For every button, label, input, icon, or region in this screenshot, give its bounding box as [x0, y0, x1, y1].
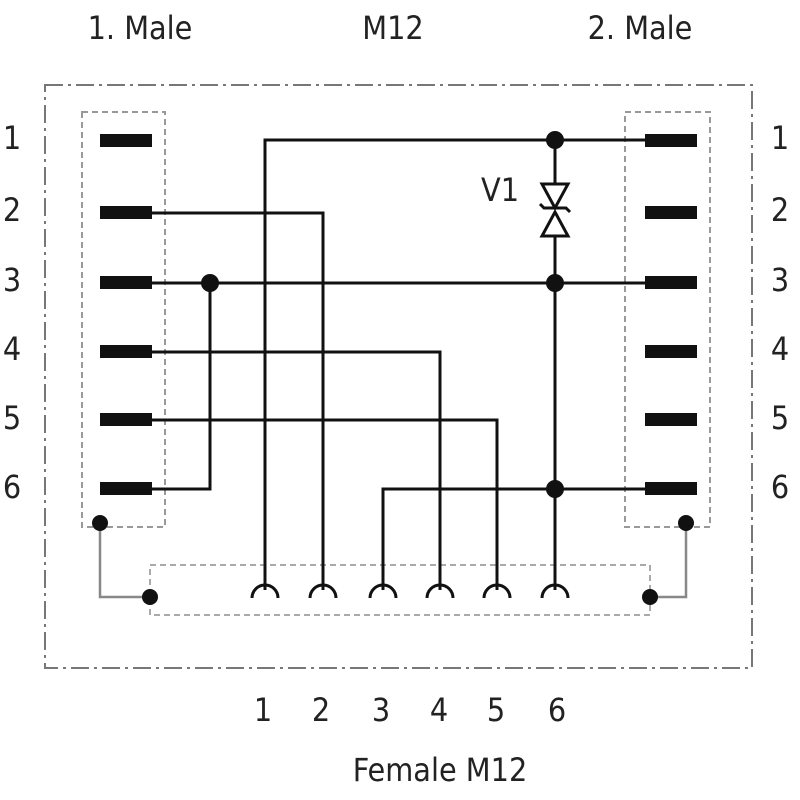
female-connector — [149, 564, 651, 616]
right-pin-number: 6 — [771, 468, 789, 506]
wire-4 — [152, 350, 442, 590]
wire-5 — [152, 418, 499, 590]
left-title: 1. Male — [88, 9, 193, 47]
right-pin-number: 2 — [771, 191, 789, 229]
component-label: V1 — [481, 171, 519, 209]
schematic — [44, 84, 753, 669]
left-pin-number: 6 — [3, 468, 21, 506]
junctions — [92, 131, 694, 605]
left-pin-number: 3 — [3, 261, 21, 299]
female-pin-number: 6 — [548, 691, 566, 729]
right-pin-number: 5 — [771, 399, 789, 437]
left-pin-number: 1 — [3, 119, 21, 157]
right-connector — [624, 111, 711, 528]
female-pin-number: 4 — [430, 691, 448, 729]
male-pins — [100, 134, 697, 495]
wire-2 — [152, 211, 325, 590]
outer-box — [44, 84, 753, 669]
diode-v1 — [538, 176, 572, 244]
center-title: M12 — [362, 9, 423, 47]
female-sockets — [250, 583, 570, 599]
wire-1 — [263, 138, 645, 590]
wire-3 — [152, 281, 645, 491]
right-pin-number: 1 — [771, 119, 789, 157]
right-pin-number: 3 — [771, 261, 789, 299]
left-pin-number: 5 — [3, 399, 21, 437]
wire-6 — [381, 487, 645, 590]
right-title: 2. Male — [588, 9, 693, 47]
right-pin-number: 4 — [771, 330, 789, 368]
female-pin-number: 2 — [312, 691, 330, 729]
female-pin-number: 1 — [254, 691, 272, 729]
shield-wire — [98, 523, 688, 599]
footer-label: Female M12 — [353, 751, 528, 789]
left-pin-number: 4 — [3, 330, 21, 368]
left-connector — [81, 111, 166, 528]
female-pin-number: 3 — [372, 691, 390, 729]
female-pin-number: 5 — [487, 691, 505, 729]
left-pin-number: 2 — [3, 191, 21, 229]
